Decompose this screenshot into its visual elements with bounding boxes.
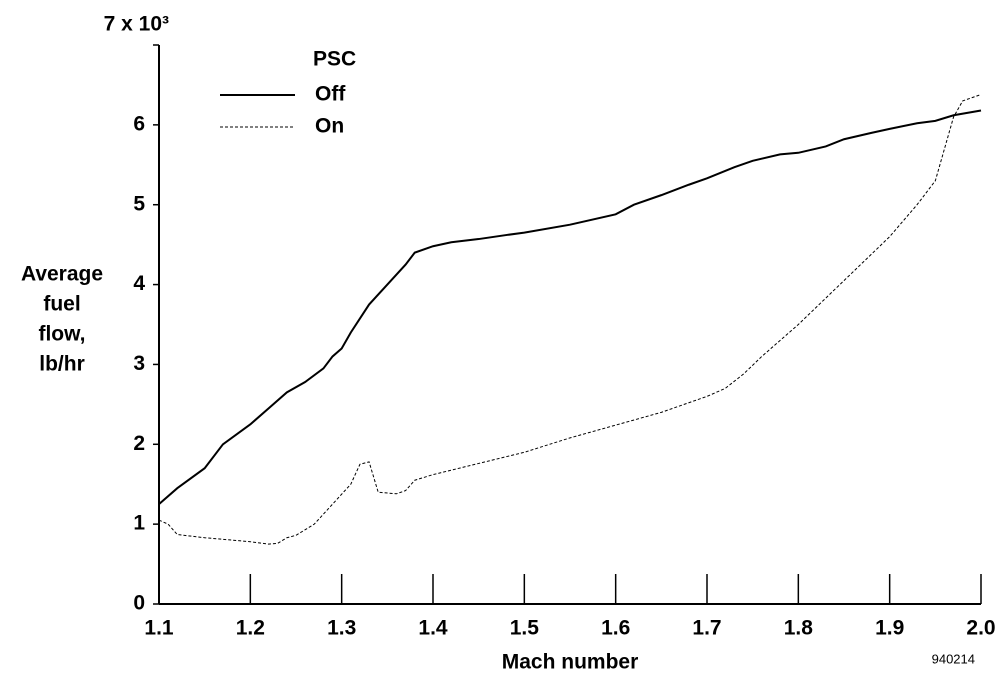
- legend-label: Off: [315, 83, 346, 106]
- x-tick-label: 1.9: [875, 617, 904, 640]
- y-tick-label: 5: [133, 192, 145, 215]
- x-tick-label: 1.8: [784, 617, 814, 640]
- legend-label: On: [315, 115, 344, 138]
- x-tick-label: 1.1: [144, 617, 174, 640]
- y-axis-label: Average: [21, 263, 103, 286]
- y-axis-label: flow,: [38, 323, 85, 346]
- x-tick-label: 1.6: [601, 617, 630, 640]
- x-tick-label: 1.5: [510, 617, 540, 640]
- x-tick-label: 1.3: [327, 617, 356, 640]
- x-axis-label: Mach number: [502, 651, 639, 674]
- y-axis-label: lb/hr: [39, 353, 85, 376]
- y-tick-label: 3: [133, 352, 145, 375]
- x-tick-label: 2.0: [966, 617, 995, 640]
- x-tick-label: 1.2: [236, 617, 265, 640]
- data-line: [158, 94, 982, 545]
- y-tick-label: 6: [133, 112, 145, 135]
- x-tick-label: 1.4: [418, 617, 448, 640]
- figure-number: 940214: [932, 651, 975, 666]
- y-tick-label: 7 x 10³: [104, 13, 169, 36]
- legend-title: PSC: [313, 48, 356, 71]
- y-axis-label: fuel: [43, 293, 80, 316]
- data-line: [158, 109, 982, 505]
- y-tick-label: 2: [133, 432, 145, 455]
- y-tick-label: 4: [133, 272, 145, 295]
- y-tick-label: 1: [133, 512, 145, 535]
- x-tick-label: 1.7: [692, 617, 721, 640]
- y-tick-label: 0: [133, 592, 145, 615]
